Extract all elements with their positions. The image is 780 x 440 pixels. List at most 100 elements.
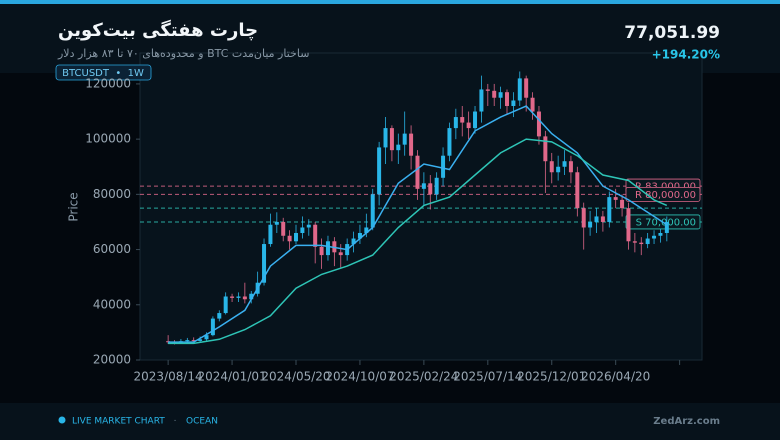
ma-line [168, 105, 668, 343]
candle-body [434, 177, 439, 195]
y-tick-label: 60000 [93, 242, 131, 256]
plot-area [139, 52, 703, 361]
candle-body [581, 208, 586, 228]
y-tick-label: 40000 [93, 297, 131, 311]
candle-body [492, 90, 497, 98]
candle-body [370, 194, 375, 228]
candle-body [594, 216, 599, 222]
candle-body [306, 224, 311, 228]
candle-body [364, 227, 369, 234]
footer-band [0, 403, 780, 440]
candle-body [223, 296, 228, 314]
top-stripe [0, 0, 780, 4]
candle-body [536, 111, 541, 137]
candle-body [325, 241, 330, 256]
y-axis-label: Price [67, 192, 81, 221]
candle-body [639, 242, 644, 245]
x-tick-label: 2024/01/01 [197, 370, 266, 384]
candle-body [441, 155, 446, 178]
candle-body [447, 128, 452, 156]
candle-body [511, 100, 516, 107]
badge: BTCUSDT • 1W [62, 68, 144, 79]
ma-line [168, 138, 668, 345]
candle-body [568, 161, 573, 173]
candle-body [549, 161, 554, 173]
candle-body [389, 128, 394, 151]
y-tick-label: 100000 [85, 132, 131, 146]
candle-body [504, 92, 509, 107]
candle-body [204, 335, 209, 340]
candle-body [428, 183, 433, 195]
candle-body [287, 235, 292, 242]
x-tick-label: 2025/02/24 [389, 370, 458, 384]
candle-body [517, 78, 522, 101]
candle-body [479, 89, 484, 112]
candle-body [588, 221, 593, 228]
candle-body [562, 161, 567, 167]
candle-body [530, 97, 535, 112]
candle-body [242, 296, 247, 300]
candle-body [543, 136, 548, 162]
level-label: R 80,000.00 [635, 190, 696, 201]
candle-body [473, 111, 478, 129]
candle-body [607, 197, 612, 222]
x-tick-label: 2026/04/20 [581, 370, 650, 384]
candle-body [230, 296, 235, 298]
footer-mid: OCEAN [186, 417, 218, 427]
candle-body [294, 233, 299, 242]
level-label-box [625, 186, 701, 202]
footer-right: ZedArz.com [653, 416, 720, 427]
footer-left: LIVE MARKET CHART [72, 417, 165, 427]
candle-body [524, 78, 529, 98]
candle-body [300, 227, 305, 234]
candle-body [632, 241, 637, 243]
change: +194.20% [652, 48, 720, 62]
candle-body [600, 216, 605, 222]
candle-body [377, 147, 382, 195]
subtitle: ساختار میان‌مدت BTC و محدوده‌های ۷۰ تا ۸… [58, 47, 310, 60]
candle-body [383, 128, 388, 148]
x-tick-label: 2025/12/01 [517, 370, 586, 384]
candle-body [357, 233, 362, 239]
x-tick-label: 2024/05/20 [261, 370, 330, 384]
candle-body [421, 183, 426, 189]
candle-body [460, 117, 465, 123]
candle-body [664, 221, 669, 234]
y-tick-label: 20000 [93, 353, 131, 367]
candle-body [351, 238, 356, 245]
candle-body [319, 246, 324, 256]
candle-body [453, 117, 458, 129]
y-tick-label: 120000 [85, 76, 131, 90]
title: چارت هفتگی بیت‌کوین [58, 20, 259, 41]
candle-body [556, 166, 561, 173]
candle-body [210, 318, 215, 336]
candle-body [313, 224, 318, 247]
candle-body [466, 122, 471, 129]
candle-body [262, 244, 267, 283]
y-tick-label: 80000 [93, 187, 131, 201]
x-tick-label: 2025/07/14 [453, 370, 522, 384]
candle-body [402, 133, 407, 145]
candle-body [217, 313, 222, 319]
candle-body [658, 233, 663, 236]
candle-body [575, 172, 580, 209]
candle-body [613, 197, 618, 200]
badge-box [55, 64, 152, 81]
x-tick-label: 2024/10/07 [325, 370, 394, 384]
candle-body [645, 238, 650, 245]
candle-body [409, 133, 414, 156]
candle-body [626, 208, 631, 242]
candle-body [415, 155, 420, 189]
candle-body [620, 199, 625, 209]
candle-body [281, 221, 286, 236]
candle-body [236, 296, 241, 298]
candle-body [485, 89, 490, 91]
candle-body [185, 340, 190, 342]
price: 77,051.99 [624, 23, 720, 43]
candle-body [498, 92, 503, 98]
x-tick-label: 2023/08/14 [134, 370, 203, 384]
candle-body [198, 339, 203, 341]
candle-body [396, 144, 401, 151]
